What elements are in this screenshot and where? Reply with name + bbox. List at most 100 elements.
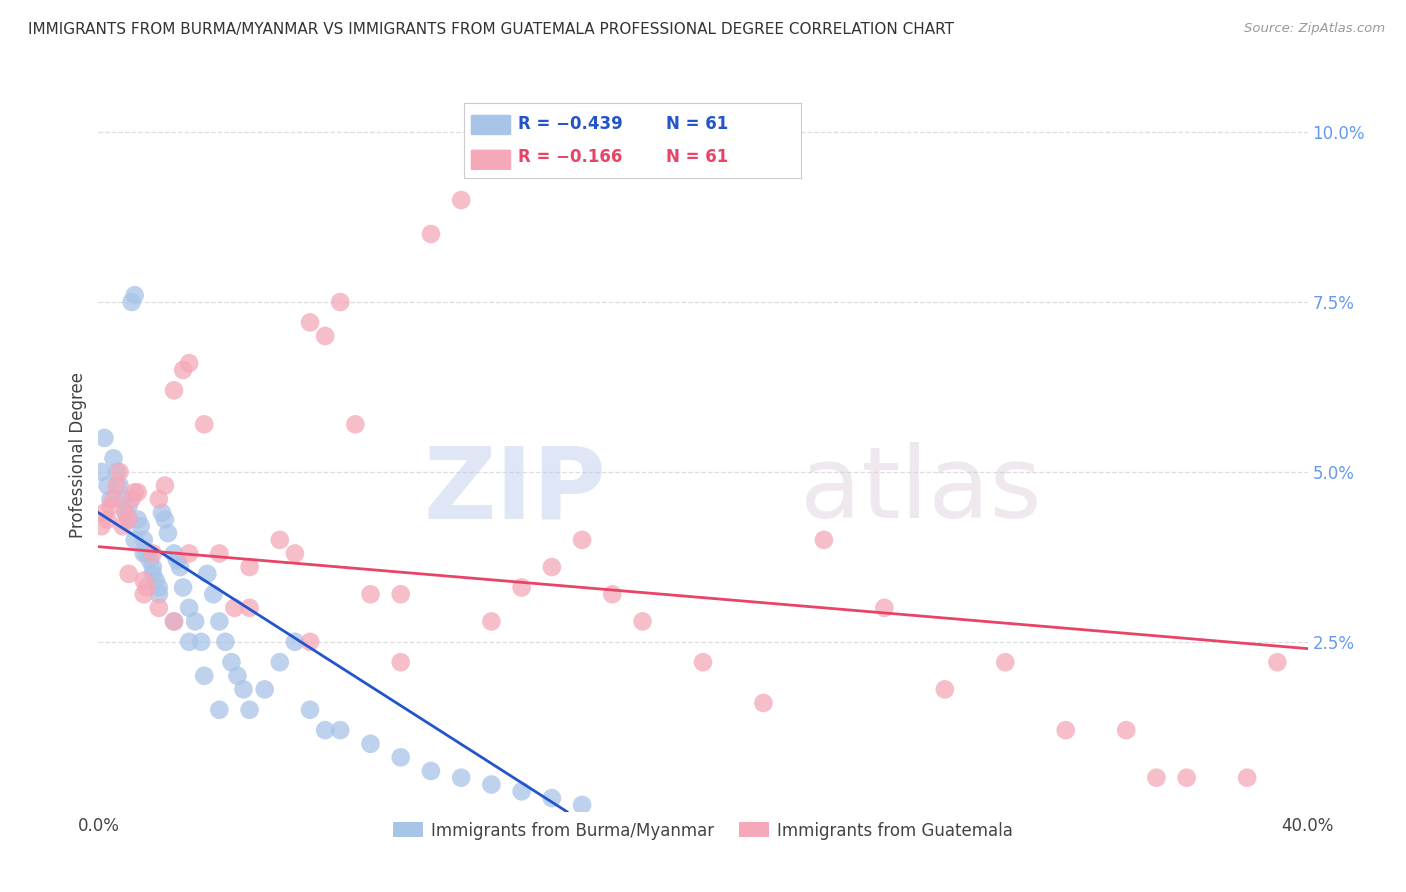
Point xyxy=(813,533,835,547)
Point xyxy=(208,546,231,560)
Point xyxy=(114,506,136,520)
Point xyxy=(118,499,141,513)
Point xyxy=(299,703,322,717)
Point xyxy=(450,193,472,207)
Point xyxy=(150,506,173,520)
Point xyxy=(1267,655,1289,669)
Point xyxy=(118,566,141,581)
Text: N = 61: N = 61 xyxy=(666,148,728,166)
Point xyxy=(105,465,128,479)
Point xyxy=(214,635,236,649)
Point xyxy=(510,784,533,798)
Point xyxy=(284,635,307,649)
Point xyxy=(208,703,231,717)
Point xyxy=(148,600,170,615)
Point xyxy=(172,581,194,595)
Point xyxy=(166,553,188,567)
Point xyxy=(132,546,155,560)
Point xyxy=(1054,723,1077,738)
Point xyxy=(93,506,115,520)
Point xyxy=(118,512,141,526)
Point xyxy=(142,546,165,560)
Point xyxy=(124,533,146,547)
Point xyxy=(221,655,243,669)
Point xyxy=(142,566,165,581)
Point xyxy=(90,519,112,533)
Point xyxy=(226,669,249,683)
Point xyxy=(239,600,262,615)
Text: R = −0.439: R = −0.439 xyxy=(517,115,623,133)
Point xyxy=(118,512,141,526)
Point xyxy=(873,600,896,615)
Point xyxy=(153,478,176,492)
Point xyxy=(179,635,201,649)
Text: IMMIGRANTS FROM BURMA/MYANMAR VS IMMIGRANTS FROM GUATEMALA PROFESSIONAL DEGREE C: IMMIGRANTS FROM BURMA/MYANMAR VS IMMIGRA… xyxy=(28,22,955,37)
Point xyxy=(1115,723,1137,738)
Point xyxy=(344,417,367,432)
Point xyxy=(329,723,352,738)
Point xyxy=(142,560,165,574)
Point xyxy=(1236,771,1258,785)
Point xyxy=(239,703,262,717)
Point xyxy=(232,682,254,697)
Point xyxy=(148,587,170,601)
Point xyxy=(127,485,149,500)
Point xyxy=(148,492,170,507)
Point xyxy=(172,363,194,377)
Point xyxy=(132,533,155,547)
Point xyxy=(135,581,157,595)
Point xyxy=(752,696,775,710)
Point xyxy=(420,764,443,778)
Point xyxy=(420,227,443,241)
Point xyxy=(360,737,382,751)
Point xyxy=(121,295,143,310)
Point xyxy=(132,587,155,601)
Point xyxy=(314,723,336,738)
Point xyxy=(124,485,146,500)
Point xyxy=(571,533,593,547)
Text: ZIP: ZIP xyxy=(423,442,606,539)
Point xyxy=(299,315,322,329)
Text: atlas: atlas xyxy=(800,442,1042,539)
Point xyxy=(139,553,162,567)
Point xyxy=(571,797,593,812)
Point xyxy=(314,329,336,343)
Point xyxy=(156,526,179,541)
Point xyxy=(284,546,307,560)
Point xyxy=(269,655,291,669)
Point xyxy=(145,574,167,588)
Point xyxy=(450,771,472,785)
Point xyxy=(100,499,122,513)
Point xyxy=(190,635,212,649)
Point xyxy=(179,600,201,615)
FancyBboxPatch shape xyxy=(471,150,512,170)
Point xyxy=(90,465,112,479)
Point xyxy=(105,478,128,492)
Point xyxy=(111,519,134,533)
Point xyxy=(510,581,533,595)
Point xyxy=(100,492,122,507)
Point xyxy=(93,431,115,445)
Point xyxy=(1144,771,1167,785)
Point xyxy=(179,356,201,370)
Point xyxy=(148,581,170,595)
Point xyxy=(195,566,218,581)
Legend: Immigrants from Burma/Myanmar, Immigrants from Guatemala: Immigrants from Burma/Myanmar, Immigrant… xyxy=(387,815,1019,847)
Point xyxy=(193,669,215,683)
Point xyxy=(360,587,382,601)
Point xyxy=(108,478,131,492)
Point xyxy=(389,750,412,764)
Point xyxy=(96,512,118,526)
Point xyxy=(540,560,562,574)
Point xyxy=(121,492,143,507)
Point xyxy=(602,587,624,601)
Point xyxy=(163,384,186,398)
Point xyxy=(132,574,155,588)
Point xyxy=(631,615,654,629)
Point xyxy=(103,451,125,466)
Point xyxy=(135,546,157,560)
Point xyxy=(127,512,149,526)
Point xyxy=(129,519,152,533)
Point xyxy=(111,492,134,507)
Point xyxy=(329,295,352,310)
